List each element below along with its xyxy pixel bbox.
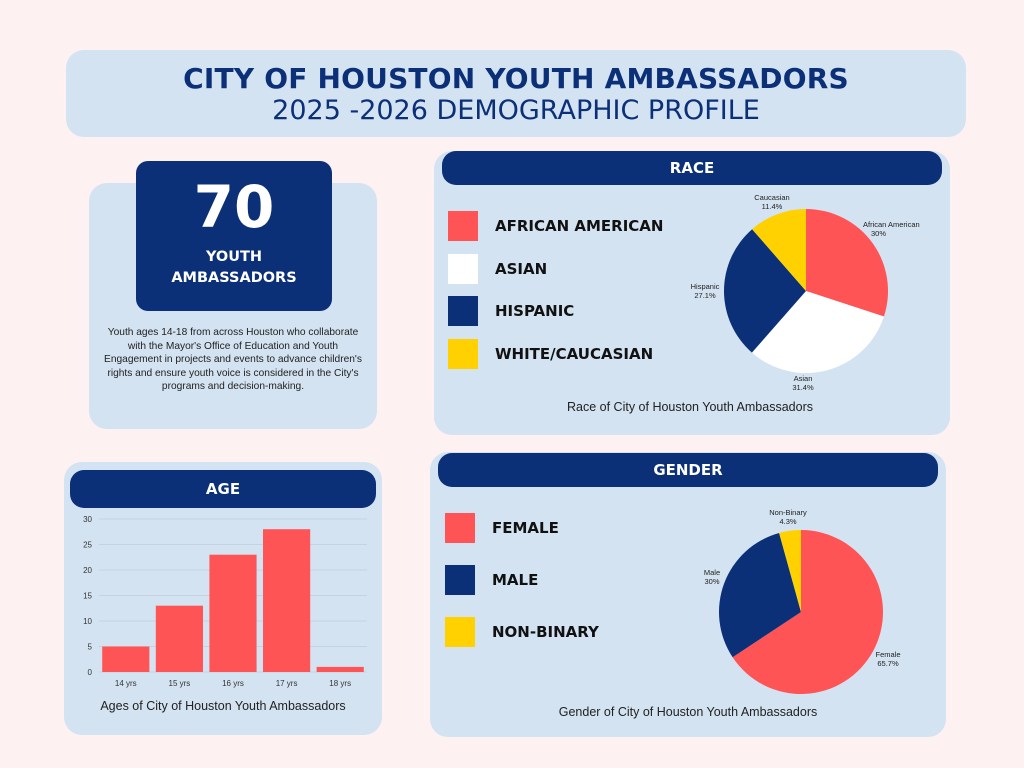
- age-bar-chart: 0 5 10 15 20 25 30 14 yrs 15 yrs 16 yrs 17 yrs 18 y…: [83, 515, 367, 688]
- race-slice-pct-african-american: 30%: [871, 229, 886, 238]
- race-legend-label-african-american: AFRICAN AMERICAN: [495, 217, 664, 235]
- age-x-tick-18-yrs: 18 yrs: [329, 679, 351, 688]
- gender-slice-non-binary: [779, 530, 801, 612]
- gender-legend-swatch-female: [445, 513, 475, 543]
- gender-slice-female: [732, 530, 883, 694]
- age-x-tick-16-yrs: 16 yrs: [222, 679, 244, 688]
- age-y-tick-20: 20: [83, 566, 92, 575]
- gender-slice-pct-female: 65.7%: [877, 659, 899, 668]
- gender-header: GENDER: [438, 453, 938, 487]
- page-subtitle: 2025 -2026 DEMOGRAPHIC PROFILE: [272, 95, 760, 126]
- gender-slice-male: [719, 532, 801, 658]
- race-slice-african-american: [806, 209, 888, 317]
- race-legend-swatch-asian: [448, 253, 478, 284]
- program-description: Youth ages 14-18 from across Houston who…: [104, 327, 362, 393]
- age-chart-title: Ages of City of Houston Youth Ambassador…: [100, 699, 346, 713]
- count-label-line2: AMBASSADORS: [171, 270, 297, 286]
- gender-legend-label-non-binary: NON-BINARY: [492, 623, 599, 641]
- race-slice-caucasian: [752, 209, 806, 291]
- gender-legend-swatch-non-binary: [445, 617, 475, 647]
- page-title: CITY OF HOUSTON YOUTH AMBASSADORS: [183, 62, 849, 95]
- age-bar-17-yrs: [263, 529, 311, 672]
- race-slice-label-asian: Asian: [794, 374, 813, 383]
- race-legend-swatch-african-american: [448, 211, 478, 241]
- race-header: RACE: [442, 151, 942, 185]
- gender-legend-label-male: MALE: [492, 571, 539, 589]
- gender-slice-pct-non-binary: 4.3%: [779, 517, 796, 526]
- race-slice-pct-hispanic: 27.1%: [694, 291, 716, 300]
- gender-chart-title: Gender of City of Houston Youth Ambassad…: [558, 705, 818, 719]
- title-banner: CITY OF HOUSTON YOUTH AMBASSADORS 2025 -…: [66, 50, 966, 137]
- age-y-tick-5: 5: [88, 643, 93, 652]
- age-x-tick-14-yrs: 14 yrs: [115, 679, 137, 688]
- age-y-tick-10: 10: [83, 617, 92, 626]
- race-legend-label-hispanic: HISPANIC: [495, 302, 575, 320]
- age-y-tick-25: 25: [83, 541, 92, 550]
- race-legend-label-asian: ASIAN: [495, 259, 548, 278]
- gender-slice-pct-male: 30%: [704, 577, 719, 586]
- count-label-line1: YOUTH: [205, 249, 263, 265]
- race-slice-label-african-american: African American: [863, 220, 920, 229]
- ambassador-count-card: 70 YOUTH AMBASSADORS: [136, 161, 332, 311]
- race-slice-hispanic: [724, 229, 806, 353]
- race-legend-swatch-hispanic: [448, 296, 478, 326]
- age-y-tick-15: 15: [83, 592, 92, 601]
- race-slice-label-caucasian: Caucasian: [754, 193, 789, 202]
- race-legend-label-white-caucasian: WHITE/CAUCASIAN: [495, 344, 654, 363]
- ambassador-count: 70: [193, 173, 275, 241]
- age-header: AGE: [70, 470, 376, 508]
- age-y-tick-30: 30: [83, 515, 92, 524]
- age-x-tick-17-yrs: 17 yrs: [276, 679, 298, 688]
- race-slice-pct-caucasian: 11.4%: [762, 202, 783, 211]
- gender-legend-label-female: FEMALE: [492, 519, 559, 537]
- race-slice-asian: [751, 291, 884, 373]
- gender-legend-swatch-male: [445, 565, 475, 595]
- age-bar-15-yrs: [155, 605, 203, 672]
- age-bar-14-yrs: [102, 646, 150, 672]
- gender-slice-label-male: Male: [704, 568, 720, 577]
- gender-slice-label-non-binary: Non-Binary: [769, 508, 807, 517]
- age-bar-16-yrs: [209, 554, 257, 672]
- gender-slice-label-female: Female: [875, 650, 900, 659]
- race-slice-pct-asian: 31.4%: [792, 383, 814, 392]
- ambassador-count-label: YOUTH AMBASSADORS: [136, 247, 332, 289]
- race-slice-label-hispanic: Hispanic: [691, 282, 720, 291]
- race-chart-title: Race of City of Houston Youth Ambassador…: [567, 400, 813, 414]
- race-legend-swatch-white-caucasian: [448, 338, 478, 369]
- age-bar-18-yrs: [316, 666, 364, 672]
- age-x-tick-15-yrs: 15 yrs: [169, 679, 191, 688]
- age-y-tick-0: 0: [88, 668, 93, 677]
